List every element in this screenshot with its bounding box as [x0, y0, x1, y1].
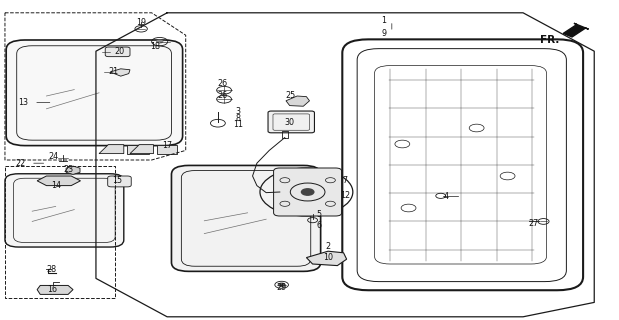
Polygon shape: [110, 69, 130, 76]
Text: 16: 16: [48, 285, 58, 294]
Text: 19: 19: [136, 18, 146, 27]
FancyBboxPatch shape: [105, 47, 130, 57]
Text: 15: 15: [113, 176, 123, 185]
Text: 10: 10: [323, 253, 333, 262]
Text: 26: 26: [218, 92, 228, 100]
Text: 17: 17: [162, 141, 172, 150]
Circle shape: [156, 40, 163, 44]
Text: 18: 18: [150, 42, 160, 51]
Text: 28: 28: [46, 265, 56, 274]
Text: 20: 20: [115, 47, 124, 56]
Text: FR.: FR.: [540, 35, 560, 45]
Text: 27: 27: [529, 220, 539, 228]
Text: 12: 12: [340, 191, 350, 200]
FancyBboxPatch shape: [268, 111, 314, 133]
Text: 25: 25: [286, 92, 296, 100]
Text: 5: 5: [316, 210, 321, 219]
Text: 1: 1: [381, 16, 386, 25]
Circle shape: [301, 189, 314, 195]
Text: 6: 6: [316, 221, 321, 230]
Text: 22: 22: [15, 159, 25, 168]
Text: 2: 2: [326, 242, 331, 251]
Text: 9: 9: [381, 29, 386, 38]
Text: 3: 3: [236, 108, 241, 116]
Polygon shape: [37, 285, 73, 294]
Polygon shape: [127, 145, 149, 154]
Polygon shape: [286, 96, 310, 106]
Text: 13: 13: [19, 98, 28, 107]
Text: 26: 26: [218, 79, 228, 88]
Text: 30: 30: [285, 118, 295, 127]
Polygon shape: [306, 251, 347, 266]
FancyBboxPatch shape: [6, 40, 183, 146]
FancyBboxPatch shape: [171, 165, 321, 271]
Text: 23: 23: [63, 165, 73, 174]
Text: 14: 14: [51, 181, 61, 190]
Text: 4: 4: [443, 192, 448, 201]
Text: 8: 8: [236, 114, 241, 123]
Text: 7: 7: [343, 176, 348, 185]
FancyBboxPatch shape: [5, 174, 124, 247]
Polygon shape: [37, 176, 80, 186]
Polygon shape: [130, 145, 154, 154]
Text: 29: 29: [277, 284, 287, 292]
FancyBboxPatch shape: [274, 168, 342, 216]
Circle shape: [279, 283, 285, 286]
FancyBboxPatch shape: [108, 176, 131, 187]
Polygon shape: [99, 145, 124, 154]
Text: 11: 11: [233, 120, 243, 129]
Text: 21: 21: [108, 67, 118, 76]
Polygon shape: [157, 145, 177, 154]
FancyArrow shape: [563, 23, 589, 37]
Text: 24: 24: [49, 152, 59, 161]
